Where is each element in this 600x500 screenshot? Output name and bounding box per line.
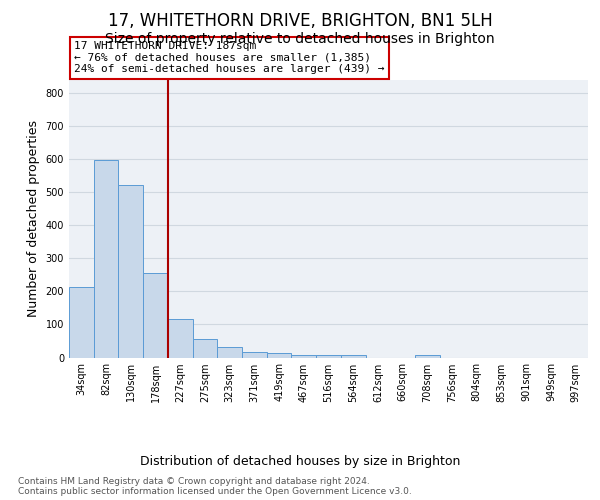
Bar (69, 287, 94, 358)
Bar (242, 352, 267, 358)
Bar (168, 319, 193, 358)
Bar (217, 347, 242, 358)
Bar (143, 274, 168, 357)
Text: Size of property relative to detached houses in Brighton: Size of property relative to detached ho… (105, 32, 495, 46)
Text: Contains HM Land Registry data © Crown copyright and database right 2024.
Contai: Contains HM Land Registry data © Crown c… (18, 476, 412, 496)
Bar (118, 184, 143, 358)
Y-axis label: Number of detached properties: Number of detached properties (27, 120, 40, 318)
Bar (292, 355, 316, 358)
Bar (94, 160, 118, 358)
Text: 17 WHITETHORN DRIVE: 187sqm
← 76% of detached houses are smaller (1,385)
24% of : 17 WHITETHORN DRIVE: 187sqm ← 76% of det… (74, 41, 385, 74)
Bar (267, 353, 292, 358)
Bar (415, 355, 440, 358)
Text: 17, WHITETHORN DRIVE, BRIGHTON, BN1 5LH: 17, WHITETHORN DRIVE, BRIGHTON, BN1 5LH (107, 12, 493, 30)
Bar (341, 355, 365, 358)
Bar (316, 355, 341, 358)
Text: Distribution of detached houses by size in Brighton: Distribution of detached houses by size … (140, 454, 460, 468)
Bar (193, 340, 217, 357)
